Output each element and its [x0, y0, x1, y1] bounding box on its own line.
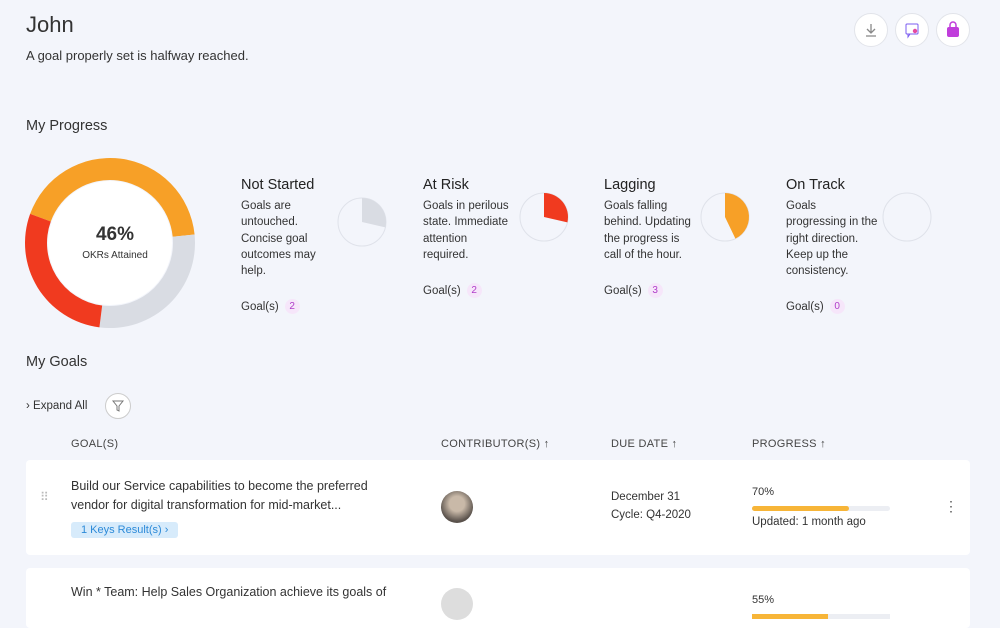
goal-card[interactable]: Win * Team: Help Sales Organization achi…	[26, 568, 970, 628]
page-title: John	[26, 12, 74, 37]
progress-label: 70%	[752, 486, 775, 498]
pie-slice	[544, 193, 568, 223]
status-count-row: Goal(s) 2	[241, 299, 361, 315]
more-menu[interactable]: ⋮	[944, 498, 958, 514]
okr-donut	[24, 157, 195, 328]
status-description: Goals falling behind. Updating the progr…	[604, 200, 691, 261]
pie-slice	[725, 193, 749, 239]
column-label: PROGRESS	[752, 438, 817, 450]
progress-bar	[752, 614, 828, 619]
contributor-avatar[interactable]	[441, 588, 473, 620]
progress-bar	[752, 506, 849, 511]
page-subtitle: A goal properly set is halfway reached.	[26, 48, 249, 63]
count-badge: 2	[466, 283, 482, 299]
due-date: December 31	[611, 491, 681, 503]
status-name: Not Started	[241, 177, 315, 193]
count-label: Goal(s)	[423, 284, 461, 297]
status-pie	[337, 197, 387, 247]
status-count-row: Goal(s) 2	[423, 283, 543, 299]
attained-label: OKRs Attained	[82, 250, 148, 261]
key-results-chip[interactable]: 1 Keys Result(s) ›	[71, 522, 179, 538]
status-count-row: Goal(s) 3	[604, 283, 724, 299]
column-label: CONTRIBUTOR(S)	[441, 438, 541, 450]
status-name: On Track	[786, 177, 845, 193]
donut-center	[48, 181, 172, 305]
download-button[interactable]	[854, 13, 888, 47]
progress-track	[752, 506, 890, 511]
feedback-button[interactable]	[895, 13, 929, 47]
filter-icon	[111, 400, 125, 412]
filter-button[interactable]	[105, 393, 131, 419]
pie-slice	[362, 198, 386, 228]
bag-icon	[947, 21, 959, 37]
expand-label: Expand All	[33, 400, 88, 412]
status-pie	[882, 192, 932, 242]
column-header[interactable]: GOAL(S)	[71, 438, 119, 450]
status-name: Lagging	[604, 177, 656, 193]
status-name: At Risk	[423, 177, 469, 193]
progress-label: 55%	[752, 594, 775, 606]
count-badge: 2	[284, 299, 300, 315]
goal-title: Win * Team: Help Sales Organization achi…	[71, 585, 387, 599]
status-card: Not Started Goals are untouched. Concise …	[241, 177, 361, 315]
page: John A goal properly set is halfway reac…	[24, 12, 970, 628]
section-title: My Progress	[26, 118, 108, 134]
count-label: Goal(s)	[604, 284, 642, 297]
updated: Updated: 1 month ago	[752, 516, 866, 528]
column-label: DUE DATE	[611, 438, 669, 450]
status-card: On Track Goals progressing in the right d…	[786, 177, 906, 315]
expand-all[interactable]: › Expand All	[26, 400, 88, 412]
status-pie	[700, 192, 750, 242]
count-label: Goal(s)	[786, 300, 824, 313]
donut-segment	[24, 213, 103, 328]
status-description: Goals in perilous state. Immediate atten…	[423, 200, 509, 261]
status-card: Lagging Goals falling behind. Updating th…	[604, 177, 724, 299]
goal-card[interactable]: ⠿ Build our Service capabilities to beco…	[26, 460, 970, 555]
count-badge: 3	[647, 283, 663, 299]
status-description: Goals progressing in the right direction…	[786, 200, 878, 278]
pie-outline	[882, 192, 932, 242]
section-title: My Goals	[26, 354, 88, 370]
donut-segment	[30, 157, 195, 237]
progress-track	[752, 614, 890, 619]
drag-handle[interactable]: ⠿	[40, 490, 49, 504]
feedback-icon	[905, 23, 919, 39]
donut-segment	[99, 234, 195, 328]
count-label: Goal(s)	[241, 300, 279, 313]
download-icon	[866, 24, 876, 37]
status-pie	[519, 192, 569, 242]
key-results: 1 Keys Result(s)	[81, 524, 162, 536]
status-card: At Risk Goals in perilous state. Immediat…	[423, 177, 543, 299]
column-header[interactable]: DUE DATE ↑	[611, 438, 678, 450]
status-description: Goals are untouched. Concise goal outcom…	[241, 200, 316, 278]
column-header[interactable]: CONTRIBUTOR(S) ↑	[441, 438, 550, 450]
attained-percent: 46%	[95, 224, 135, 245]
bag-button[interactable]	[936, 13, 970, 47]
goal-title: Build our Service capabilities to become…	[71, 479, 368, 512]
count-badge: 0	[829, 299, 845, 315]
contributor-avatar[interactable]	[441, 491, 473, 523]
cycle: Cycle: Q4-2020	[611, 509, 691, 521]
column-header[interactable]: PROGRESS ↑	[752, 438, 826, 450]
status-count-row: Goal(s) 0	[786, 299, 906, 315]
